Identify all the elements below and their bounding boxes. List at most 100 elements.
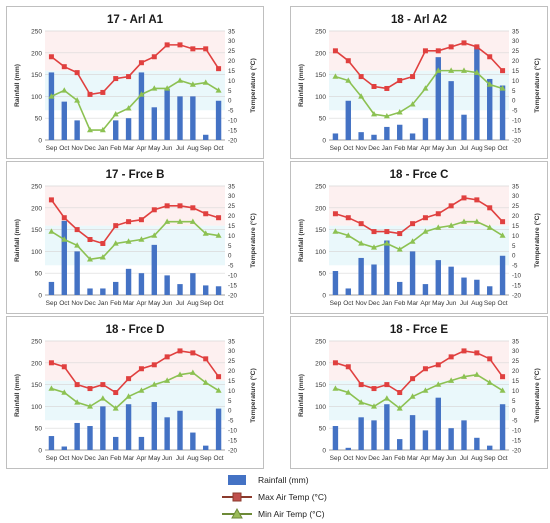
max-temp-point (461, 40, 467, 46)
rainfall-bar (203, 445, 209, 450)
y2-tick-label: 15 (512, 68, 519, 75)
min-temp-line (51, 79, 219, 131)
rainfall-bar (125, 268, 132, 295)
min-temp-point (499, 232, 506, 238)
background-band-max (329, 186, 509, 226)
x-tick-label: Dec (368, 300, 380, 307)
max-temp-point (126, 219, 132, 225)
min-temp-point (112, 240, 119, 246)
x-tick-label: Sep (200, 455, 212, 462)
x-tick-label: Sep (46, 300, 58, 307)
x-tick-label: Apr (420, 455, 431, 462)
max-temp-point (358, 74, 364, 80)
max-temp-point (384, 382, 390, 388)
max-temp-point (474, 197, 480, 203)
y-tick-label: 200 (315, 205, 326, 212)
max-temp-point (397, 78, 403, 84)
rainfall-bar (113, 436, 119, 450)
max-temp-point (138, 366, 144, 372)
max-temp-point (113, 390, 119, 396)
rainfall-bar (422, 118, 429, 140)
max-temp-point (487, 356, 493, 362)
rainfall-bar (125, 118, 132, 140)
y-tick-label: 250 (315, 184, 326, 191)
max-temp-point (74, 382, 80, 388)
rainfall-bar (332, 133, 339, 140)
min-temp-point (409, 238, 416, 244)
min-temp-point (358, 399, 365, 405)
x-tick-label: May (148, 145, 161, 152)
min-temp-point (473, 69, 480, 75)
max-temp-point (216, 66, 222, 72)
x-tick-label: Feb (110, 300, 122, 307)
legend-label-max-temp: Max Air Temp (°C) (258, 492, 327, 502)
y-tick-label: 0 (322, 448, 326, 455)
y-tick-label: 250 (31, 29, 42, 36)
max-temp-point (461, 348, 467, 354)
max-temp-point (203, 46, 209, 52)
y-tick-label: 200 (315, 360, 326, 367)
y2-tick-label: 5 (512, 243, 516, 250)
rainfall-bar (100, 288, 106, 295)
x-tick-label: Oct (214, 300, 224, 307)
max-temp-point (500, 68, 506, 74)
y-tick-label: 150 (315, 382, 326, 389)
y2-tick-label: 10 (228, 78, 235, 85)
max-temp-point (332, 211, 338, 217)
rainfall-bar (203, 285, 209, 295)
max-temp-point (422, 48, 428, 54)
min-temp-point (138, 387, 145, 393)
max-temp-point (487, 205, 493, 211)
min-temp-point (87, 126, 93, 133)
y2-axis-label: Temperature (°C) (249, 213, 257, 268)
y2-axis-label: Temperature (°C) (249, 368, 257, 423)
rainfall-bar (164, 275, 170, 295)
rainfall-bar (48, 436, 55, 450)
rainfall-bar (74, 120, 80, 140)
y2-tick-label: 35 (228, 183, 235, 190)
max-temp-point (203, 356, 209, 362)
max-temp-point (151, 54, 157, 60)
x-tick-label: Jul (460, 455, 469, 462)
max-temp-point (410, 221, 416, 227)
y-tick-label: 150 (315, 227, 326, 234)
max-temp-point (216, 374, 222, 380)
legend: Rainfall (mm) Max Air Temp (°C) Min Air … (222, 471, 362, 523)
x-tick-label: Feb (394, 300, 406, 307)
max-temp-point (448, 354, 454, 360)
rainfall-bar (499, 85, 506, 140)
x-tick-label: May (148, 300, 161, 307)
y-tick-label: 100 (31, 249, 42, 256)
y-tick-label: 250 (315, 339, 326, 346)
max-temp-point (371, 386, 377, 392)
x-tick-label: Nov (71, 455, 83, 462)
y-tick-label: 150 (31, 227, 42, 234)
y2-tick-label: 25 (512, 203, 519, 210)
rainfall-bar (151, 244, 157, 295)
y2-tick-label: 35 (228, 28, 235, 35)
x-tick-label: Oct (343, 145, 353, 152)
y2-tick-label: -15 (512, 437, 522, 444)
background-band-max (45, 31, 225, 71)
min-temp-point (358, 93, 365, 99)
min-temp-line (335, 69, 503, 118)
y2-tick-label: -10 (228, 427, 238, 434)
min-temp-point (499, 387, 506, 393)
min-temp-point (332, 73, 339, 79)
y-tick-label: 50 (319, 271, 327, 278)
x-tick-label: Oct (343, 300, 353, 307)
rainfall-bar (409, 251, 416, 295)
min-temp-point (151, 85, 158, 91)
min-temp-point (215, 232, 222, 238)
y2-tick-label: 5 (228, 398, 232, 405)
max-temp-point (48, 197, 54, 203)
x-tick-label: Oct (59, 300, 69, 307)
y-tick-label: 100 (315, 94, 326, 101)
min-temp-point (177, 371, 183, 377)
min-temp-point (164, 377, 171, 383)
y-tick-label: 100 (31, 404, 42, 411)
max-temp-point (177, 42, 183, 48)
rainfall-bar (332, 271, 339, 295)
min-temp-point (486, 224, 493, 230)
rainfall-bar (422, 284, 429, 295)
